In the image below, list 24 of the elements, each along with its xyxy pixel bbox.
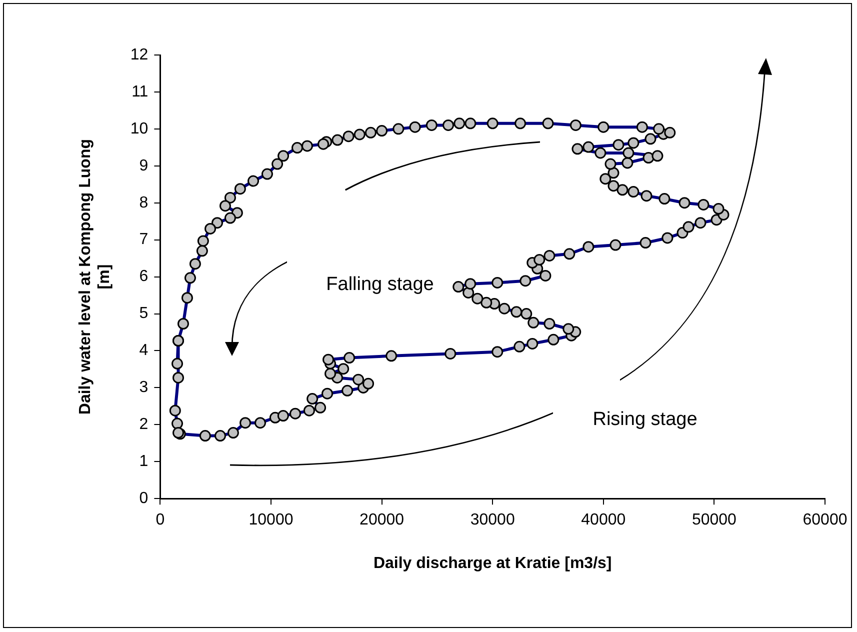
x-tick-label: 20000 [360,512,404,529]
x-tick-label: 30000 [470,512,515,529]
y-tick-label: 11 [132,83,148,100]
y-axis-title: Daily water level at Kompong Luong [m] [77,139,114,415]
annotation: Rising stage [592,409,698,430]
x-tick-label: 60000 [802,512,848,529]
x-axis-title: Daily discharge at Kratie [m3/s] [373,554,612,572]
y-tick-label: 1 [139,453,148,470]
y-tick-label: 12 [130,46,148,64]
x-tick-label: 10000 [248,512,294,529]
x-tick-label: 0 [156,512,165,529]
x-tick-label: 40000 [581,512,626,529]
y-tick-label: 10 [130,120,148,138]
y-tick-label: 3 [139,379,148,396]
y-tick-label: 2 [139,416,148,434]
y-tick-label: 8 [139,194,148,212]
y-tick-label: 5 [139,305,148,322]
y-tick-label: 9 [139,157,148,174]
y-tick-label: 6 [139,268,148,286]
y-tick-label: 0 [139,490,148,508]
annotation: Falling stage [326,274,434,296]
y-tick-label: 4 [139,342,148,360]
x-tick-label: 50000 [692,512,737,529]
y-tick-label: 7 [139,231,148,248]
